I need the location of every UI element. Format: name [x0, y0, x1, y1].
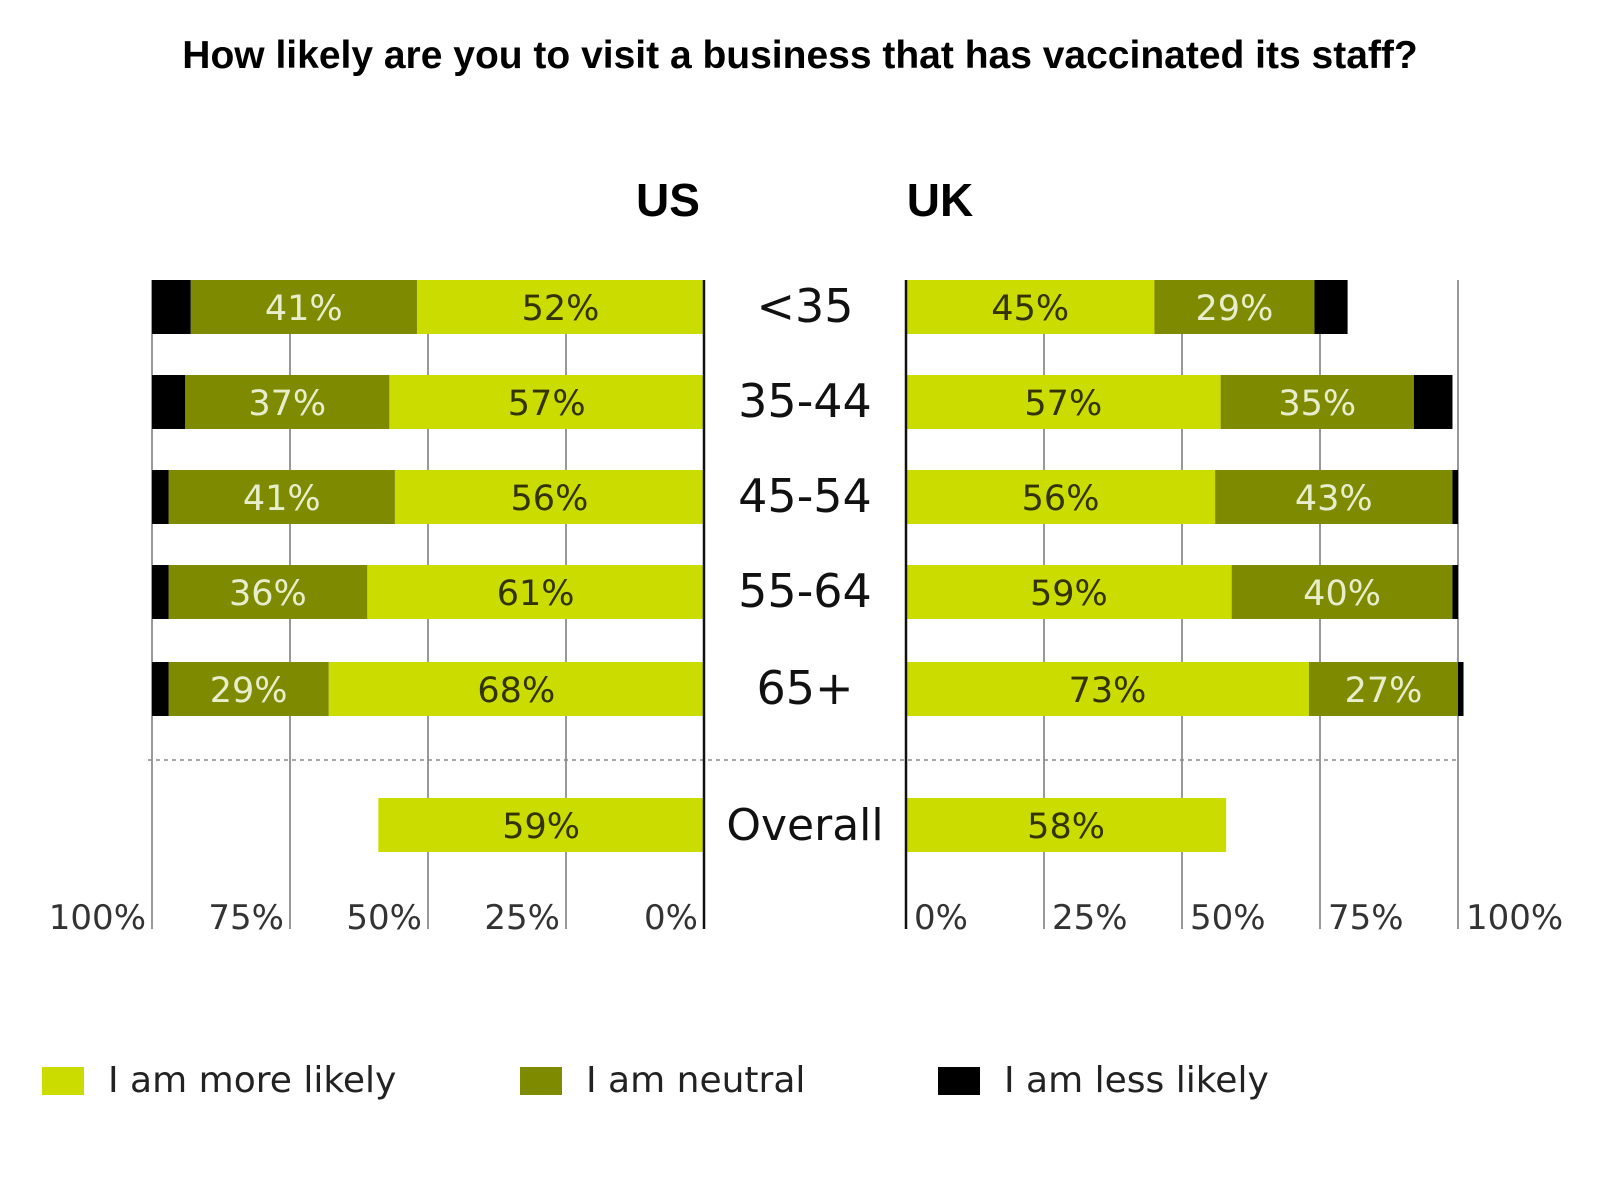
x-tick-us-0: 0%: [644, 898, 698, 938]
x-tick-uk-50: 50%: [1190, 898, 1266, 938]
bar-label-us-more-3: 56%: [511, 479, 589, 519]
bar-us-neutral-2: [185, 375, 390, 429]
category-label-2: 35-44: [738, 374, 872, 428]
category-label-1: <35: [756, 279, 853, 333]
x-tick-uk-25: 25%: [1052, 898, 1128, 938]
bar-label-us-more-5: 68%: [477, 671, 555, 711]
bar-us-neutral-5: [168, 662, 329, 716]
legend-swatch-neutral: [520, 1066, 562, 1095]
bar-uk-neutral-5: [1308, 662, 1458, 716]
bar-uk-more-1: [906, 280, 1155, 334]
bar-uk-less-2: [1413, 375, 1453, 429]
bar-label-us-neutral-3: 41%: [243, 479, 321, 519]
panel-title-us: US: [636, 174, 700, 226]
bar-label-uk-more-5: 73%: [1069, 671, 1147, 711]
bar-label-uk-neutral-4: 40%: [1303, 574, 1381, 614]
bar-uk-less-1: [1314, 280, 1348, 334]
panel-title-uk: UK: [907, 174, 973, 226]
x-tick-uk-0: 0%: [914, 898, 968, 938]
bar-label-us-more-1: 52%: [522, 289, 600, 329]
bar-us-more-3: [394, 470, 704, 524]
bar-us-less-3: [152, 470, 169, 524]
category-label-5: 65+: [756, 661, 853, 715]
legend-swatch-more-likely: [42, 1066, 84, 1095]
bar-uk-more-4: [906, 565, 1232, 619]
legend-item-less-likely: I am less likely: [938, 1060, 1269, 1101]
bar-label-uk-neutral-5: 27%: [1345, 671, 1423, 711]
bar-us-more-2: [389, 375, 704, 429]
bar-label-us-neutral-5: 29%: [210, 671, 288, 711]
bar-us-less-1: [152, 280, 191, 334]
bar-uk-more-2: [906, 375, 1221, 429]
legend-label-less-likely: I am less likely: [1004, 1060, 1269, 1101]
bar-us-more-5: [328, 662, 704, 716]
x-tick-us-50: 50%: [346, 898, 422, 938]
bar-us-less-5: [152, 662, 169, 716]
bar-label-uk-more-3: 56%: [1022, 479, 1100, 519]
bar-label-uk-more-1: 45%: [991, 289, 1069, 329]
bar-us-neutral-4: [168, 565, 368, 619]
legend-swatch-less-likely: [938, 1066, 980, 1095]
x-tick-us-100: 100%: [49, 898, 146, 938]
category-label-4: 55-64: [738, 564, 872, 618]
bar-uk-less-3: [1452, 470, 1458, 524]
x-tick-us-75: 75%: [208, 898, 284, 938]
bar-uk-overall: [906, 798, 1227, 852]
legend-label-neutral: I am neutral: [586, 1060, 806, 1101]
bar-label-us-overall: 59%: [502, 807, 580, 847]
bar-us-neutral-3: [168, 470, 395, 524]
category-label-3: 45-54: [738, 469, 872, 523]
legend-item-neutral: I am neutral: [520, 1060, 805, 1101]
bar-label-us-neutral-1: 41%: [265, 289, 343, 329]
bar-uk-less-4: [1452, 565, 1458, 619]
bar-label-us-neutral-4: 36%: [229, 574, 307, 614]
bar-label-uk-more-4: 59%: [1030, 574, 1108, 614]
x-tick-uk-75: 75%: [1328, 898, 1404, 938]
x-tick-us-25: 25%: [484, 898, 560, 938]
bar-label-us-more-2: 57%: [508, 384, 586, 424]
bar-us-more-4: [367, 565, 704, 619]
bar-uk-more-3: [906, 470, 1216, 524]
bar-us-less-4: [152, 565, 169, 619]
bar-uk-neutral-3: [1215, 470, 1453, 524]
bar-uk-neutral-1: [1154, 280, 1315, 334]
category-label-overall: Overall: [726, 800, 883, 851]
bar-uk-more-5: [906, 662, 1309, 716]
bar-us-more-1: [416, 280, 704, 334]
bar-uk-less-5: [1458, 662, 1464, 716]
bar-us-overall: [378, 798, 704, 852]
legend-label-more-likely: I am more likely: [108, 1060, 397, 1101]
bar-label-uk-overall: 58%: [1027, 807, 1105, 847]
bar-label-us-neutral-2: 37%: [248, 384, 326, 424]
bar-label-uk-more-2: 57%: [1024, 384, 1102, 424]
chart-title: How likely are you to visit a business t…: [182, 34, 1418, 77]
bar-label-uk-neutral-3: 43%: [1295, 479, 1373, 519]
bar-us-neutral-1: [190, 280, 417, 334]
legend-item-more-likely: I am more likely: [42, 1060, 396, 1101]
bar-uk-neutral-4: [1231, 565, 1453, 619]
bar-uk-neutral-2: [1220, 375, 1414, 429]
bar-label-uk-neutral-1: 29%: [1196, 289, 1274, 329]
bar-us-less-2: [152, 375, 186, 429]
bar-label-uk-neutral-2: 35%: [1278, 384, 1356, 424]
bar-label-us-more-4: 61%: [497, 574, 575, 614]
x-tick-uk-100: 100%: [1466, 898, 1563, 938]
